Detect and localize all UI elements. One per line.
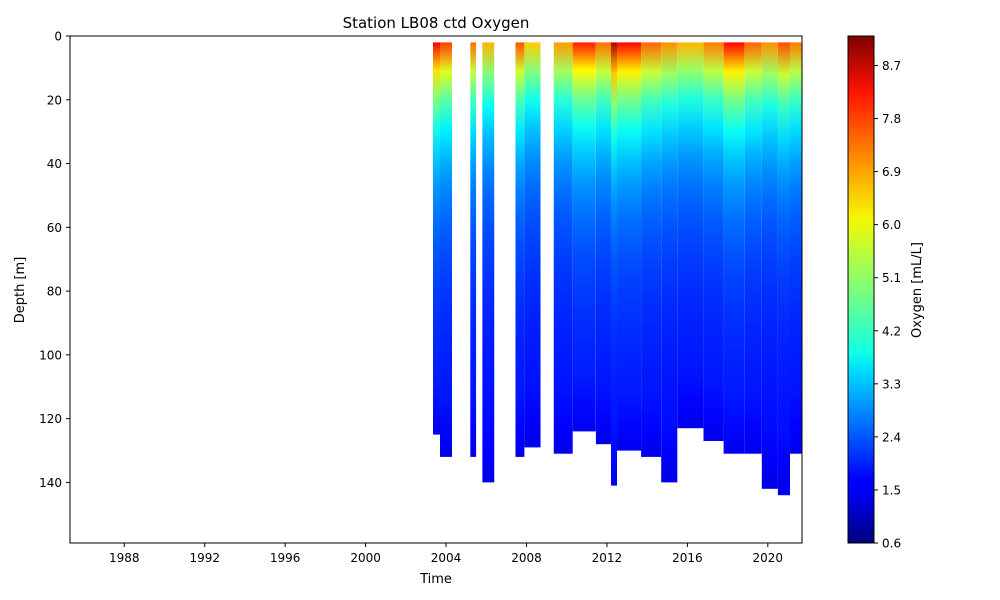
oxygen-profiles xyxy=(433,42,802,496)
profile-column xyxy=(482,42,495,483)
profile-column xyxy=(661,42,678,483)
profile-column xyxy=(433,42,440,435)
y-tick-label: 140 xyxy=(39,476,62,490)
x-tick-label: 2008 xyxy=(511,551,542,565)
profile-column xyxy=(641,42,662,457)
x-tick-label: 1988 xyxy=(109,551,140,565)
y-axis: 0 20 40 60 80 100 120 140 xyxy=(39,30,70,490)
profile-column xyxy=(440,42,453,457)
y-tick-label: 40 xyxy=(47,157,62,171)
x-axis-label: Time xyxy=(419,572,452,587)
y-tick-label: 0 xyxy=(54,30,62,44)
colorbar-tick-label: 4.2 xyxy=(882,324,901,338)
colorbar-ticks: 0.6 1.5 2.4 3.3 4.2 5.1 6.0 6.9 7.8 8.7 xyxy=(874,59,901,551)
colorbar-frame xyxy=(847,35,875,544)
profile-column xyxy=(777,42,790,496)
plot-area xyxy=(69,35,803,544)
x-tick-label: 1992 xyxy=(189,551,220,565)
colorbar-tick-label: 2.4 xyxy=(882,430,901,444)
gap-column xyxy=(476,36,483,543)
x-tick-label: 2004 xyxy=(431,551,462,565)
profile-column xyxy=(744,42,762,454)
colorbar-tick-label: 7.8 xyxy=(882,112,901,126)
profile-column xyxy=(524,42,541,448)
colorbar-label: Oxygen [mL/L] xyxy=(910,242,925,338)
profile-column xyxy=(677,42,704,429)
profile-column xyxy=(789,42,802,454)
data-gaps xyxy=(452,36,554,543)
gap-column xyxy=(540,36,554,543)
x-tick-label: 2000 xyxy=(350,551,381,565)
x-tick-label: 1996 xyxy=(270,551,301,565)
colorbar-tick-label: 0.6 xyxy=(882,537,901,551)
colorbar-tick-label: 3.3 xyxy=(882,377,901,391)
chart-title: Station LB08 ctd Oxygen xyxy=(343,14,530,32)
colorbar-tick-label: 5.1 xyxy=(882,271,901,285)
profile-column xyxy=(553,42,573,454)
colorbar: 0.6 1.5 2.4 3.3 4.2 5.1 6.0 6.9 7.8 8.7 Oxygen [m… xyxy=(847,35,925,551)
profile-column xyxy=(617,42,642,451)
x-tick-label: 2020 xyxy=(753,551,784,565)
profile-column xyxy=(703,42,724,442)
x-tick-label: 2016 xyxy=(672,551,703,565)
profile-column xyxy=(470,42,477,457)
profile-column xyxy=(723,42,745,454)
y-tick-label: 80 xyxy=(47,285,62,299)
colorbar-tick-label: 1.5 xyxy=(882,483,901,497)
plot-frame xyxy=(69,35,803,544)
colorbar-tick-label: 8.7 xyxy=(882,59,901,73)
profile-column xyxy=(515,42,525,457)
profile-column xyxy=(595,42,611,445)
y-axis-label: Depth [m] xyxy=(13,257,28,324)
y-tick-label: 120 xyxy=(39,412,62,426)
colorbar-tick-label: 6.9 xyxy=(882,165,901,179)
gap-column xyxy=(452,36,471,543)
colorbar-tick-label: 6.0 xyxy=(882,218,901,232)
profile-column xyxy=(761,42,778,489)
y-tick-label: 20 xyxy=(47,93,62,107)
colorbar-gradient xyxy=(848,36,874,543)
gap-column xyxy=(494,36,516,543)
profile-column xyxy=(611,42,617,486)
x-tick-label: 2012 xyxy=(592,551,623,565)
y-tick-label: 100 xyxy=(39,348,62,362)
x-axis: 1988 1992 1996 2000 2004 2008 2012 2016 2020 xyxy=(109,543,783,565)
profile-column xyxy=(572,42,596,432)
y-tick-label: 60 xyxy=(47,221,62,235)
